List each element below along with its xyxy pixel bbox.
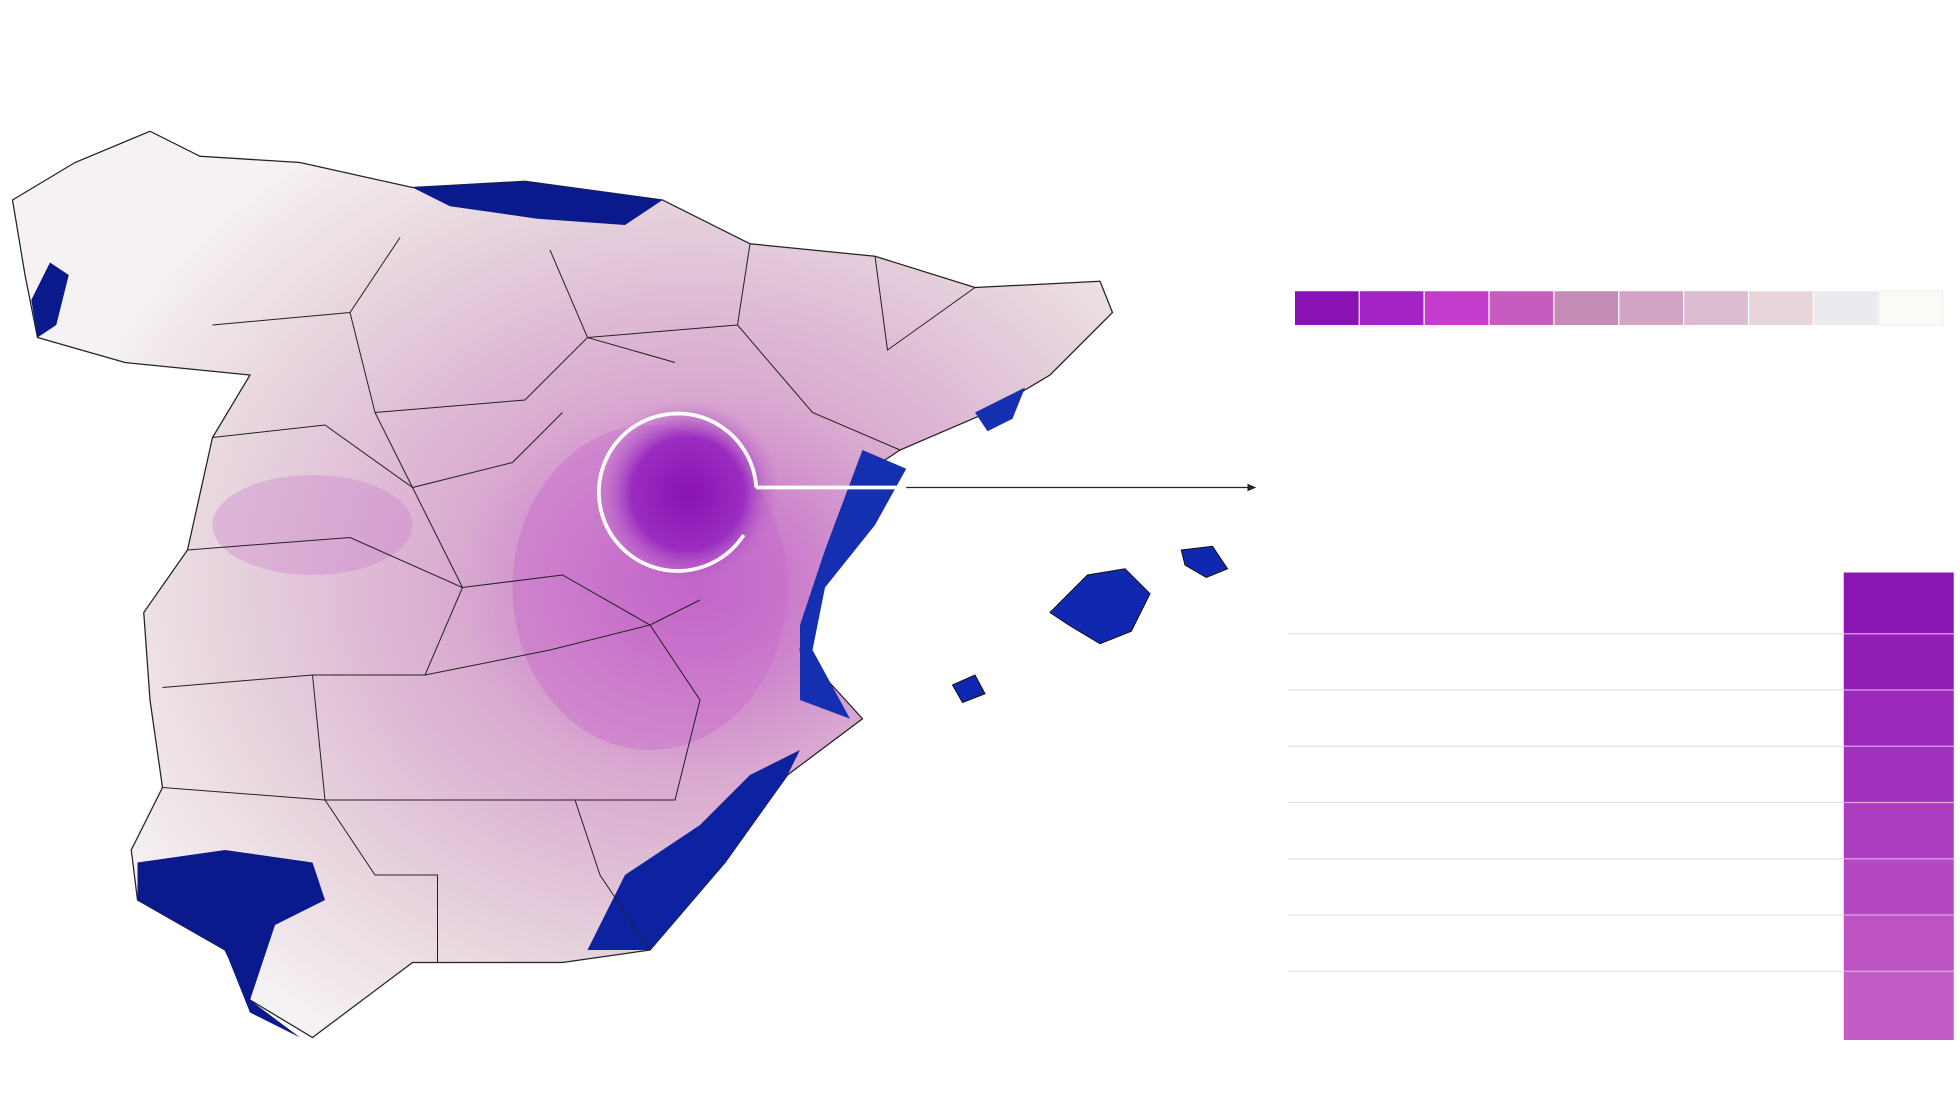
coast-lowland — [800, 450, 907, 719]
legend-swatch — [1554, 291, 1619, 325]
heat-core — [593, 400, 782, 588]
column-cell — [1843, 915, 1954, 972]
legend-swatch — [1878, 290, 1944, 326]
coast-lowland — [137, 850, 326, 1038]
province-borders — [162, 237, 976, 963]
heat-area — [212, 475, 413, 575]
column-cell — [1843, 572, 1954, 634]
legend-swatch — [1749, 291, 1813, 325]
legend-swatch — [1359, 291, 1424, 325]
table — [1287, 572, 1954, 1040]
coast-lowland — [31, 262, 69, 338]
island — [1180, 545, 1229, 579]
island — [1049, 568, 1151, 645]
legend-swatch — [1684, 291, 1748, 325]
island — [951, 674, 986, 704]
legend-swatch — [1489, 291, 1554, 325]
column-cell — [1843, 858, 1954, 915]
column-cell — [1843, 690, 1954, 747]
focus-ring — [597, 411, 759, 573]
legend — [1295, 290, 1944, 326]
legend-swatch — [1619, 291, 1683, 325]
column-cell — [1843, 746, 1954, 803]
legend-swatch — [1813, 291, 1878, 325]
column-cell — [1843, 633, 1954, 690]
legend-swatch — [1424, 291, 1489, 325]
column-cell — [1843, 802, 1954, 859]
map — [11, 130, 1257, 1039]
coast-lowland — [975, 387, 1025, 432]
legend-swatch — [1295, 291, 1359, 325]
pointer-head — [1247, 483, 1257, 492]
coast-lowland — [412, 181, 663, 225]
coast-lowland — [587, 750, 800, 950]
column-cell — [1843, 971, 1954, 1040]
